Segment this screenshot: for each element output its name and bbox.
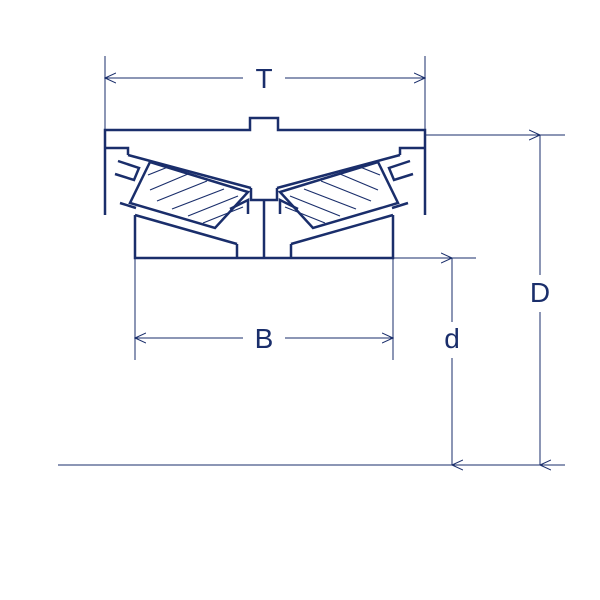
label-d: d (444, 323, 460, 354)
dimension-D: D (425, 135, 565, 465)
dimension-d: d (393, 258, 476, 465)
dimension-B: B (135, 258, 393, 360)
label-D: D (530, 277, 550, 308)
bearing-diagram: T (0, 0, 600, 600)
label-T: T (255, 63, 272, 94)
label-B: B (255, 323, 274, 354)
